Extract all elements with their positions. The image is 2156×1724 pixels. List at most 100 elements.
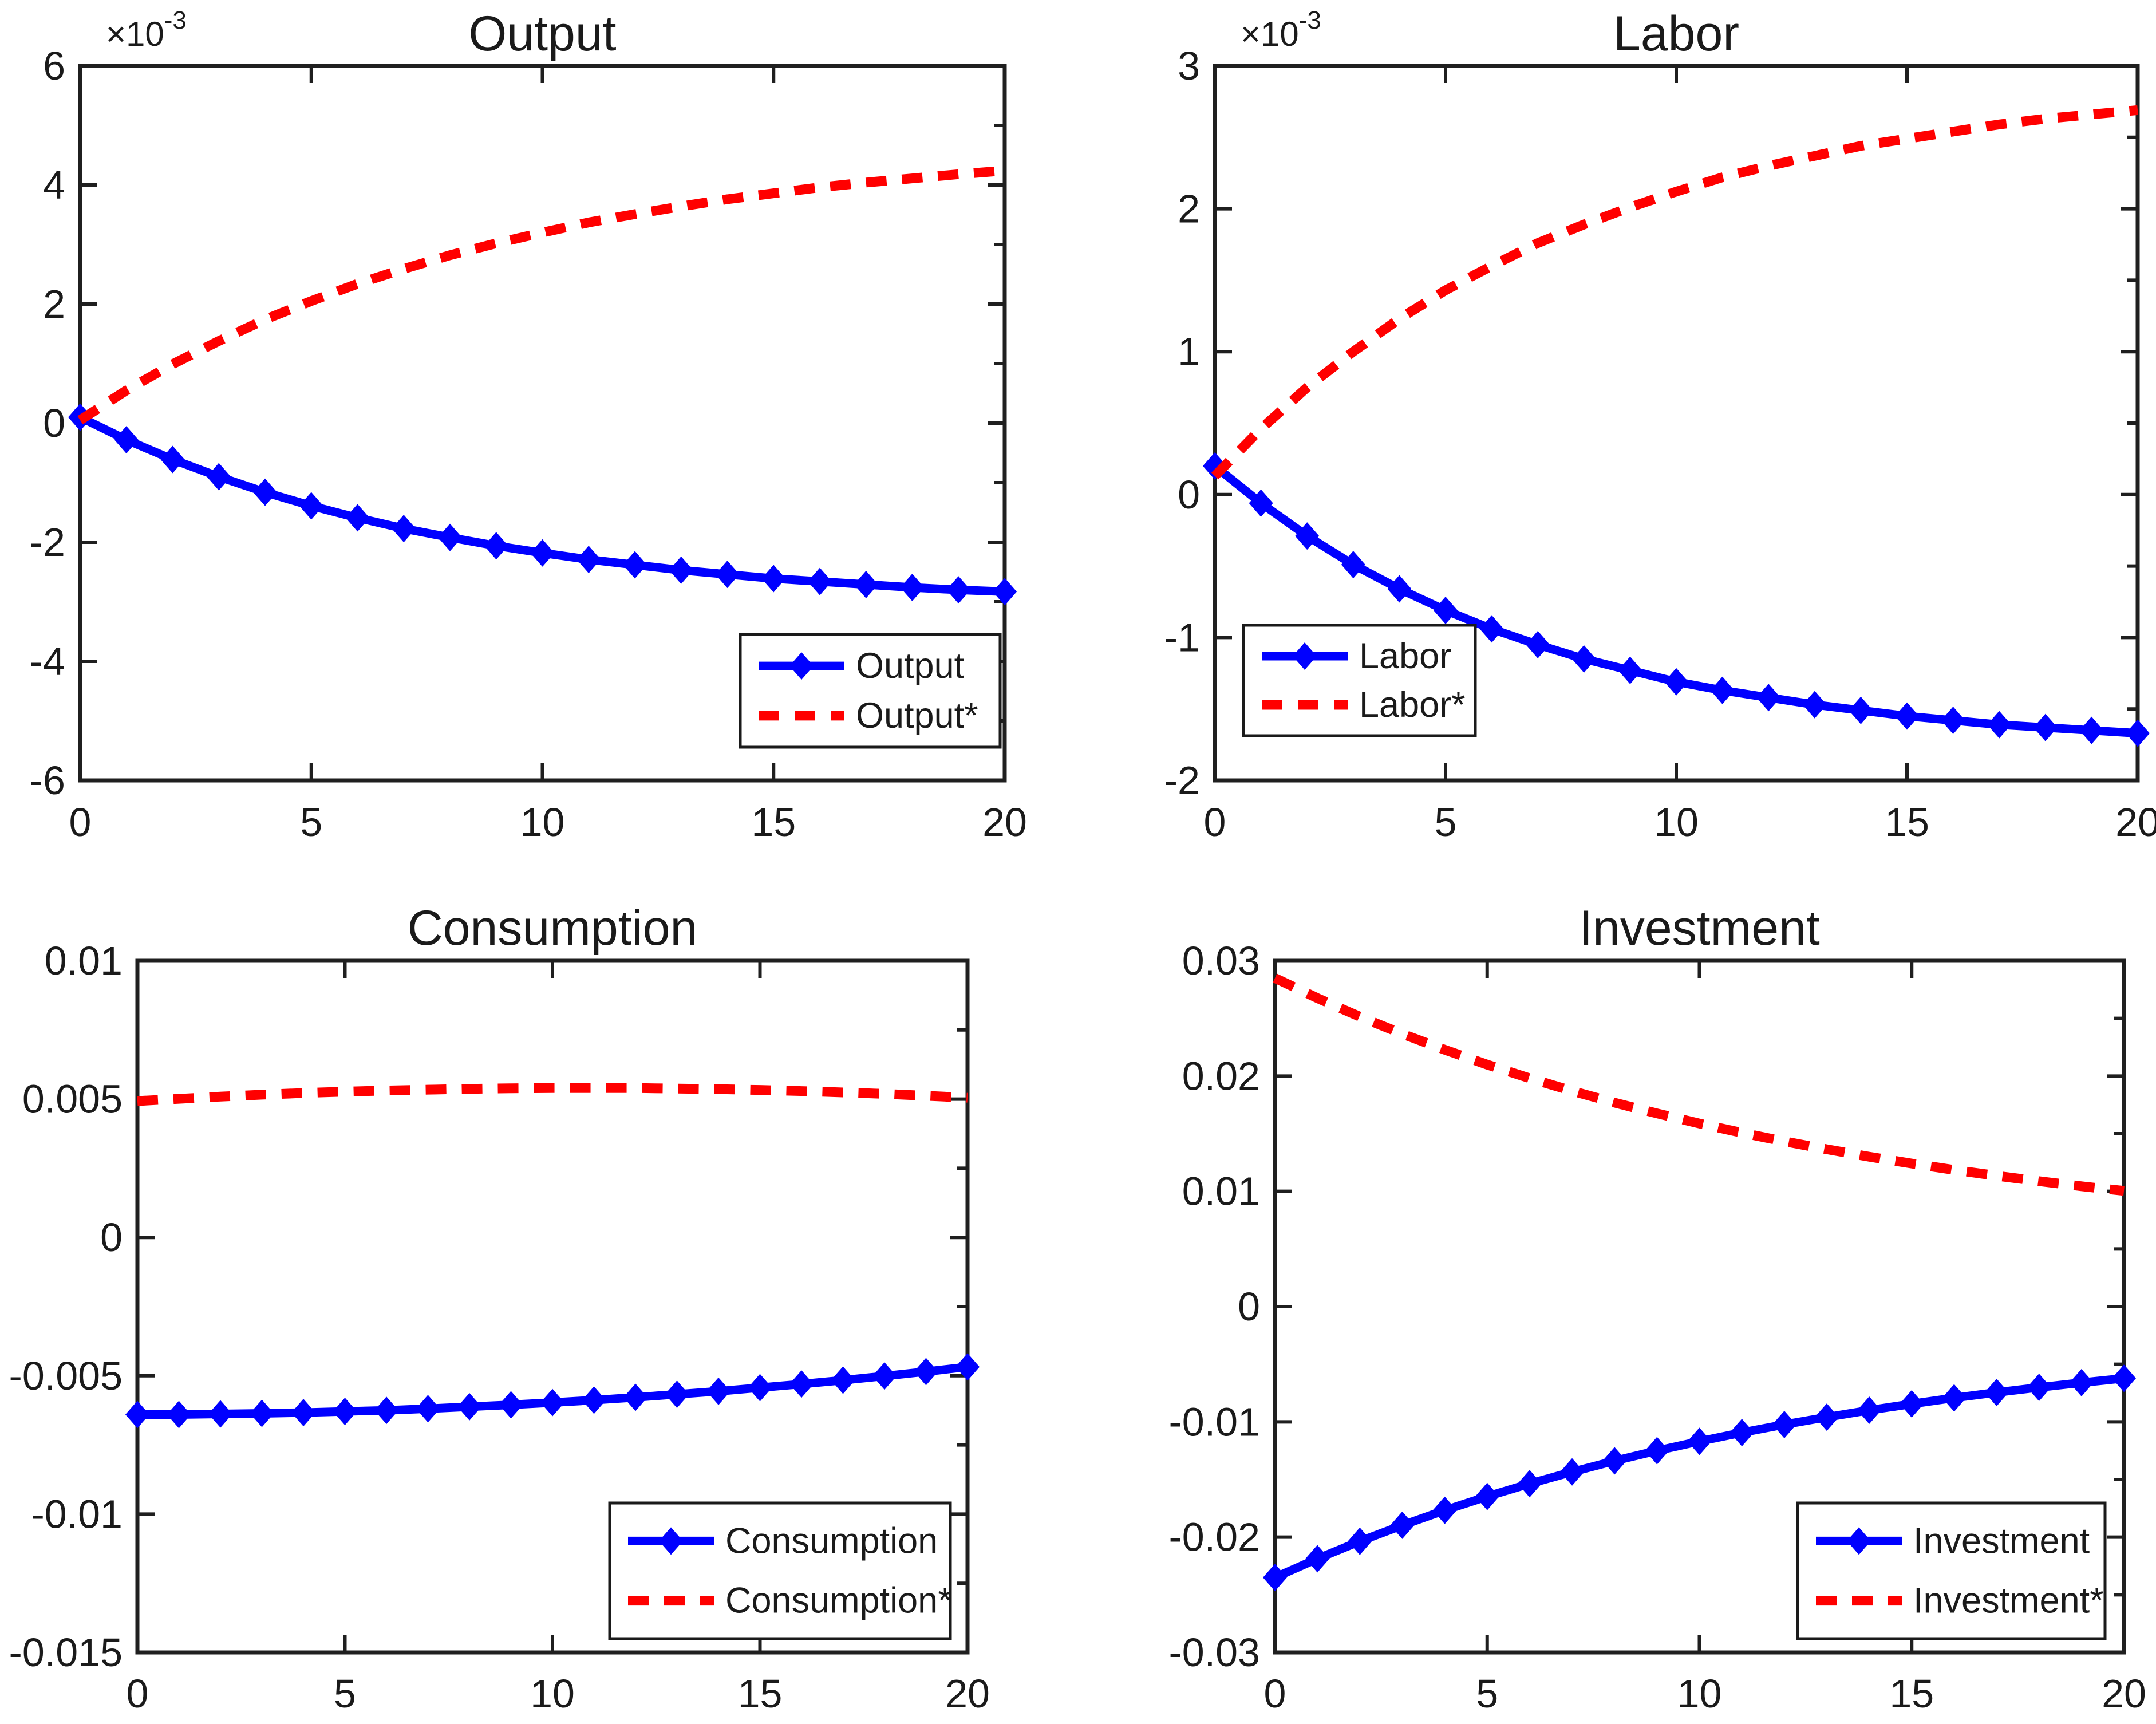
data-point-marker bbox=[1305, 1545, 1330, 1573]
data-point-marker bbox=[1479, 615, 1504, 643]
y-tick-label: 0.03 bbox=[1182, 938, 1260, 983]
x-tick-label: 15 bbox=[1889, 1671, 1934, 1716]
data-point-marker bbox=[2112, 1364, 2136, 1392]
data-point-marker bbox=[1984, 1378, 2009, 1406]
x-tick-label: 5 bbox=[1435, 800, 1457, 845]
panel-consumption: 0 5 10 15 20 -0.015 -0.01 -0.005 0 0.005 0.01 Consu… bbox=[9, 901, 990, 1716]
data-point-marker bbox=[1802, 691, 1827, 719]
legend-box bbox=[739, 633, 1002, 749]
data-point-marker bbox=[789, 1370, 814, 1398]
y-tick-label: -0.015 bbox=[9, 1630, 123, 1675]
data-point-marker bbox=[808, 567, 832, 595]
data-point-marker bbox=[345, 504, 370, 532]
data-point-marker bbox=[1664, 668, 1688, 696]
output-star-line bbox=[77, 165, 1005, 424]
y-tick-label: 0 bbox=[100, 1215, 123, 1260]
data-point-marker bbox=[392, 515, 416, 543]
x-tick-label: 0 bbox=[1264, 1671, 1286, 1716]
x-tick-label: 10 bbox=[1677, 1671, 1722, 1716]
data-point-marker bbox=[499, 1391, 523, 1419]
data-point-marker bbox=[1387, 575, 1412, 603]
panel-title: Output bbox=[468, 6, 616, 61]
data-point-marker bbox=[2079, 716, 2104, 744]
y-tick-label: -2 bbox=[1164, 758, 1200, 803]
data-point-marker bbox=[1849, 696, 1873, 724]
y-tick-label: 0 bbox=[1178, 472, 1200, 517]
data-point-marker bbox=[1895, 702, 1919, 730]
data-point-marker bbox=[2033, 713, 2058, 741]
data-point-marker bbox=[1560, 1458, 1585, 1486]
data-point-marker bbox=[1348, 1527, 1372, 1555]
legend-entry-label: Labor* bbox=[1359, 685, 1466, 725]
x-tick-label: 10 bbox=[520, 800, 565, 845]
legend-entry-label: Output bbox=[856, 646, 965, 686]
data-point-marker bbox=[582, 1386, 606, 1414]
legend-marker bbox=[659, 1527, 683, 1555]
y-tick-label: 2 bbox=[1178, 187, 1200, 231]
y-tick-label: 3 bbox=[1178, 44, 1200, 88]
data-point-marker bbox=[1432, 1496, 1457, 1524]
consumption-star-line bbox=[137, 1083, 968, 1106]
data-point-marker bbox=[2126, 719, 2150, 747]
data-point-marker bbox=[457, 1392, 481, 1421]
data-point-marker bbox=[623, 1383, 647, 1411]
data-point-marker bbox=[250, 1399, 274, 1427]
data-point-marker bbox=[1814, 1403, 1839, 1431]
legend-entry-label: Labor bbox=[1359, 636, 1451, 676]
x-tick-label: 0 bbox=[127, 1671, 149, 1716]
y-tick-label: -6 bbox=[30, 758, 65, 803]
legend-marker bbox=[789, 652, 814, 680]
data-point-marker bbox=[914, 1358, 938, 1386]
y-tick-label: 6 bbox=[43, 44, 65, 88]
data-point-marker bbox=[1249, 489, 1273, 517]
panel-labor: 0 5 10 15 20 -2 -1 0 1 2 3 Labor ×10-3 Labor Labor* bbox=[1164, 6, 2156, 845]
data-point-marker bbox=[623, 551, 647, 579]
y-tick-label: 0.005 bbox=[22, 1077, 123, 1122]
x-tick-label: 5 bbox=[334, 1671, 356, 1716]
data-point-marker bbox=[1987, 711, 2012, 739]
legend-marker bbox=[1847, 1527, 1871, 1555]
panel-output: 0 5 10 15 20 -6 -4 -2 0 2 4 6 Output ×10-3 Output Outpu… bbox=[30, 6, 1027, 845]
y-tick-label: -0.005 bbox=[9, 1354, 123, 1398]
data-point-marker bbox=[160, 445, 185, 474]
y-tick-label: -4 bbox=[30, 639, 65, 684]
data-point-marker bbox=[1729, 1419, 1754, 1447]
data-point-marker bbox=[530, 539, 555, 567]
data-point-marker bbox=[1710, 676, 1735, 704]
y-tick-label: 1 bbox=[1178, 329, 1200, 374]
legend-box bbox=[1242, 624, 1477, 737]
panel-title: Consumption bbox=[408, 901, 698, 956]
data-point-marker bbox=[1900, 1390, 1924, 1418]
data-point-marker bbox=[416, 1395, 440, 1423]
data-point-marker bbox=[1434, 596, 1458, 624]
x-tick-label: 5 bbox=[300, 800, 322, 845]
data-point-marker bbox=[1687, 1427, 1712, 1455]
data-point-marker bbox=[1941, 707, 1965, 735]
x-tick-label: 20 bbox=[2102, 1671, 2146, 1716]
legend-entry-label: Investment bbox=[1913, 1521, 2090, 1561]
y-tick-label: 4 bbox=[43, 163, 65, 207]
x-tick-label: 5 bbox=[1476, 1671, 1498, 1716]
data-point-marker bbox=[1618, 656, 1642, 684]
data-point-marker bbox=[207, 463, 231, 491]
data-point-marker bbox=[748, 1374, 772, 1402]
x-tick-label: 0 bbox=[1204, 800, 1226, 845]
data-point-marker bbox=[1390, 1511, 1415, 1539]
y-tick-label: -0.01 bbox=[31, 1492, 123, 1536]
data-point-marker bbox=[946, 576, 971, 604]
legend-entry-label: Consumption* bbox=[725, 1581, 952, 1621]
data-point-marker bbox=[374, 1396, 398, 1425]
legend-entry-label: Consumption bbox=[725, 1521, 938, 1561]
legend-entry-label: Output* bbox=[856, 696, 978, 736]
y-tick-label: 0.02 bbox=[1182, 1054, 1260, 1098]
x-tick-label: 20 bbox=[945, 1671, 990, 1716]
x-tick-label: 0 bbox=[69, 800, 92, 845]
data-point-marker bbox=[665, 1380, 689, 1409]
data-point-marker bbox=[438, 523, 462, 551]
data-point-marker bbox=[1517, 1470, 1542, 1498]
data-point-marker bbox=[872, 1362, 897, 1390]
y-tick-label: 2 bbox=[43, 282, 65, 326]
data-point-marker bbox=[333, 1398, 357, 1426]
y-tick-label: 0.01 bbox=[45, 938, 123, 983]
data-point-marker bbox=[1571, 645, 1596, 673]
